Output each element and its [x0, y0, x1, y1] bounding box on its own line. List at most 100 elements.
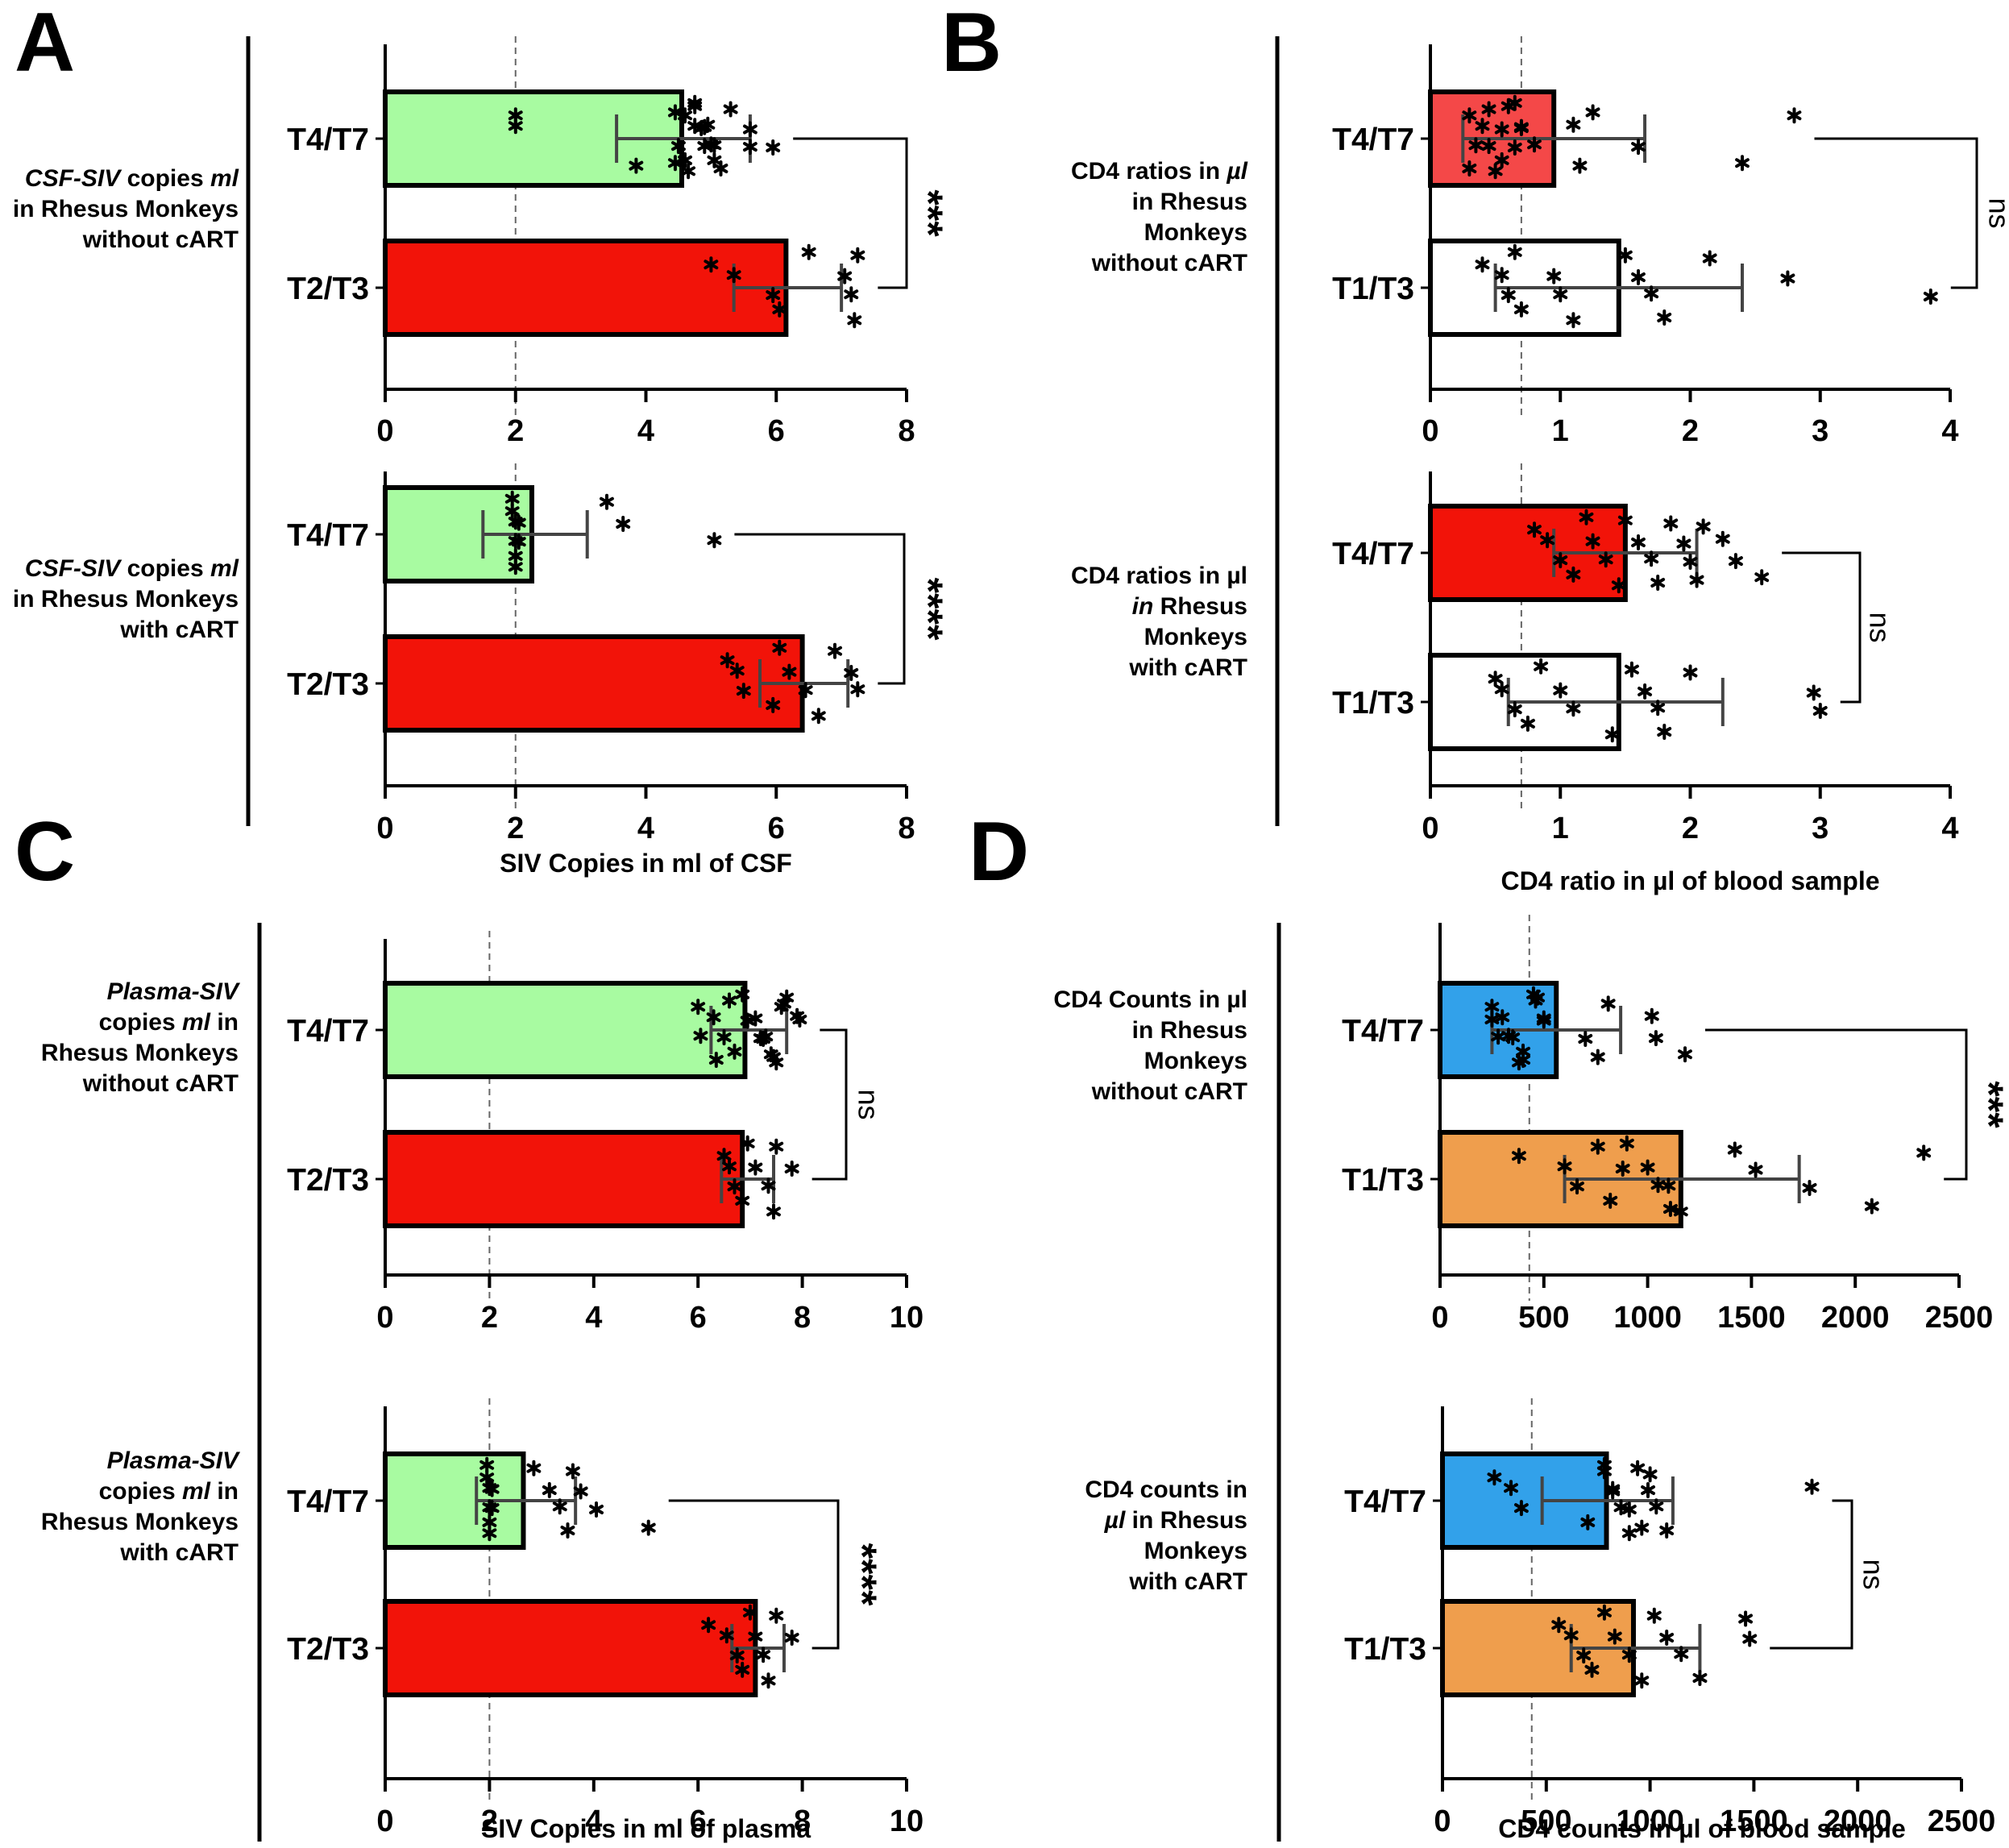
data-point	[1605, 1483, 1621, 1500]
data-point	[1619, 1135, 1634, 1152]
x-tick-label: 4	[585, 1804, 602, 1838]
data-point	[1553, 552, 1568, 569]
data-point	[1864, 1198, 1879, 1215]
significance-bracket	[1770, 1499, 1853, 1650]
y-axis-label-run: CSF-SIV	[25, 555, 122, 582]
data-point	[708, 1052, 724, 1068]
x-tick-label: 500	[1521, 1804, 1571, 1838]
data-point	[716, 1029, 732, 1046]
data-point	[847, 312, 862, 329]
data-point	[508, 118, 523, 135]
data-point	[1462, 107, 1477, 124]
significance-bracket	[811, 1028, 848, 1181]
data-point	[1640, 1159, 1655, 1176]
data-point	[1507, 139, 1522, 156]
category-label: T1/T3	[1344, 1632, 1426, 1667]
data-point	[1641, 1482, 1655, 1498]
data-point	[1617, 247, 1633, 264]
data-point	[1644, 550, 1659, 567]
data-point	[1683, 664, 1698, 681]
x-tick-label: 1	[1552, 414, 1569, 448]
data-point	[784, 1161, 799, 1177]
data-point	[629, 157, 644, 174]
data-point	[1514, 1500, 1529, 1517]
data-point	[1657, 724, 1672, 740]
panel-label-c: C	[15, 805, 75, 899]
y-axis-label-run: with cART	[1128, 654, 1247, 681]
data-point	[1597, 1463, 1612, 1480]
x-tick-label: 2500	[1925, 1301, 1994, 1335]
data-point	[722, 1158, 737, 1175]
data-point	[1579, 509, 1594, 525]
x-tick-label: 4	[1941, 812, 1958, 845]
x-axis-label: SIV Copies in ml of CSF	[500, 849, 792, 878]
data-point	[1501, 287, 1516, 304]
significance-label: ***	[1966, 1081, 2009, 1128]
data-point	[1501, 98, 1516, 114]
data-point	[720, 652, 735, 669]
y-axis-label-line: CD4 counts in	[1085, 1476, 1247, 1503]
y-axis-label-line: without cART	[1091, 250, 1247, 276]
y-axis-label-run: Plasma-SIV	[107, 1447, 241, 1474]
data-point	[1657, 309, 1672, 326]
y-axis-label-run: CD4 counts in	[1085, 1476, 1247, 1503]
data-point	[697, 138, 712, 155]
data-point	[801, 243, 816, 260]
data-point	[716, 1148, 732, 1165]
data-point	[1644, 285, 1659, 302]
category-label: T4/T7	[1332, 537, 1414, 571]
y-axis-label-line: CSF-SIV copies ml	[25, 555, 239, 582]
y-axis-label-run: copies	[120, 165, 210, 192]
data-point	[850, 681, 865, 698]
significance-label: ***	[906, 189, 951, 237]
category-label: T4/T7	[1332, 123, 1414, 157]
data-point	[761, 1672, 776, 1689]
x-tick-label: 2500	[1928, 1804, 1996, 1838]
data-point	[735, 1192, 750, 1209]
y-axis-label-run: Rhesus Monkeys	[41, 1040, 239, 1066]
significance-bracket	[1704, 1028, 1968, 1181]
data-point	[511, 514, 526, 531]
data-point	[1484, 1011, 1500, 1028]
data-point	[693, 1028, 708, 1044]
chart-c1: Plasma-SIV copies ml in Rhesus Monkeys with…	[41, 931, 924, 1335]
y-axis-label-line: Plasma-SIV	[107, 1447, 241, 1474]
y-axis-label-run: in	[210, 1009, 239, 1036]
y-axis-label-line: in Rhesus	[1132, 593, 1247, 620]
significance-label: ns	[1857, 1559, 1890, 1589]
y-axis-label-run: with cART	[1128, 1568, 1247, 1595]
significance-bracket	[668, 1499, 840, 1650]
data-point	[1615, 1161, 1630, 1177]
data-point	[1621, 1525, 1637, 1542]
x-tick-label: 4	[1941, 414, 1958, 448]
y-axis-label-run: ml	[210, 555, 239, 582]
data-point	[1513, 301, 1529, 318]
data-point	[763, 1046, 778, 1063]
data-point	[1553, 286, 1568, 303]
data-point	[482, 1499, 497, 1516]
data-point	[1631, 269, 1646, 285]
data-point	[508, 559, 523, 575]
y-axis-label-run: in Rhesus	[1132, 189, 1247, 215]
data-point	[1678, 1046, 1692, 1063]
data-point	[1631, 139, 1646, 156]
data-point	[504, 503, 520, 520]
data-point	[1638, 683, 1652, 700]
data-point	[1546, 268, 1562, 284]
y-axis-label-run: with cART	[119, 617, 239, 643]
x-axis-label: CD4 counts in µl of blood sample	[1498, 1814, 1906, 1843]
y-axis-label-run: without cART	[1091, 1078, 1247, 1105]
data-point	[784, 1630, 799, 1646]
y-axis-label-run: µl	[1104, 1507, 1126, 1534]
data-point	[573, 1483, 588, 1500]
x-tick-label: 0	[376, 812, 393, 845]
data-point	[1650, 700, 1666, 716]
data-point	[1649, 1030, 1663, 1047]
y-axis-label-line: CD4 ratios in µl	[1071, 563, 1247, 589]
y-axis-label-line: with cART	[1128, 654, 1247, 681]
y-axis-label-line: Monkeys	[1144, 1048, 1247, 1074]
data-point	[1521, 715, 1535, 732]
category-label: T4/T7	[287, 1485, 369, 1519]
data-point	[1715, 530, 1730, 547]
